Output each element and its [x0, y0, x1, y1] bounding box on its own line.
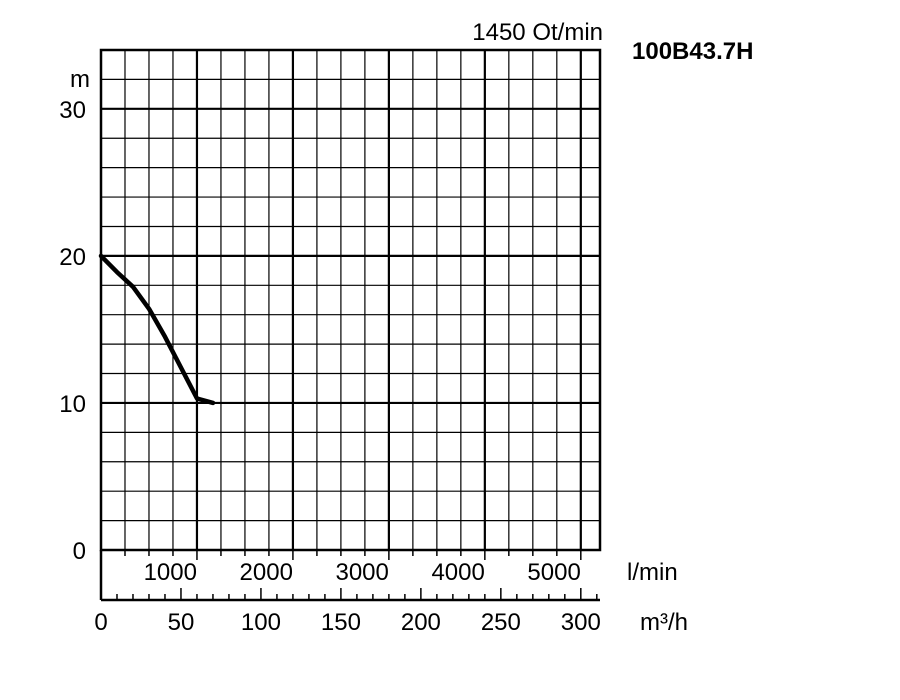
y-tick-label: 30 [59, 97, 86, 124]
lmin-tick-label: 3000 [335, 559, 388, 586]
lmin-tick-label: 1000 [144, 559, 197, 586]
m3h-unit-label: m³/h [640, 609, 688, 636]
y-tick-labels: 0 10 20 30 [59, 97, 86, 565]
lmin-tick-label: 5000 [527, 559, 580, 586]
performance-curve [98, 253, 216, 406]
y-axis-unit-label: m [70, 66, 90, 93]
m3h-tick-label: 0 [94, 609, 107, 636]
speed-label: 1450 Ot/min [472, 19, 603, 46]
lmin-unit-label: l/min [627, 559, 678, 586]
y-tick-label: 10 [59, 391, 86, 418]
m3h-tick-labels: 0 50 100 150 200 250 300 [94, 609, 601, 636]
chart-frame [99, 48, 602, 602]
lmin-tick-labels: 1000 2000 3000 4000 5000 [144, 559, 581, 586]
m3h-tick-label: 300 [561, 609, 601, 636]
lmin-tick-label: 4000 [431, 559, 484, 586]
y-tick-label: 20 [59, 244, 86, 271]
m3h-tick-label: 150 [321, 609, 361, 636]
chart-grid [101, 50, 600, 550]
m3h-tick-label: 200 [401, 609, 441, 636]
head-curve-line [98, 253, 216, 406]
m3h-tick-label: 250 [481, 609, 521, 636]
y-tick-label: 0 [73, 538, 86, 565]
lmin-tick-label: 2000 [240, 559, 293, 586]
m3h-tick-label: 50 [168, 609, 195, 636]
plot-border [99, 48, 602, 552]
model-label: 100B43.7H [632, 38, 753, 65]
m3h-tick-label: 100 [241, 609, 281, 636]
